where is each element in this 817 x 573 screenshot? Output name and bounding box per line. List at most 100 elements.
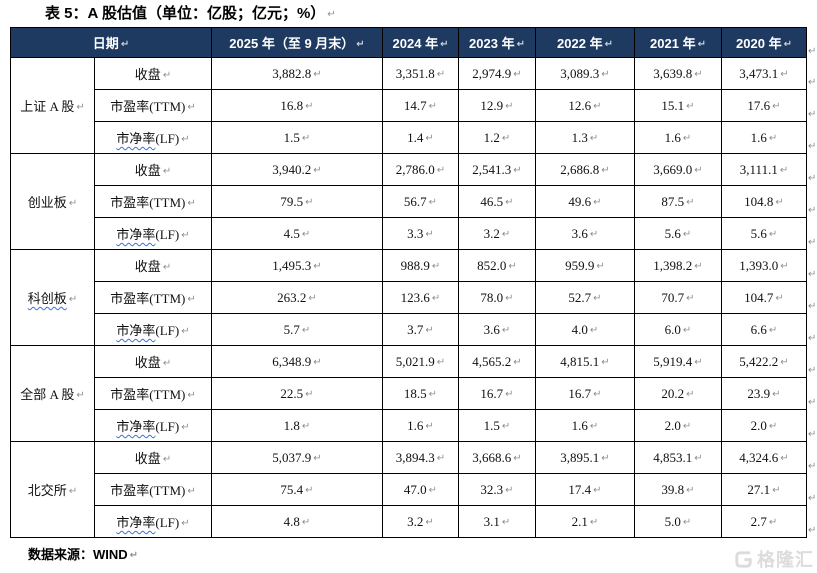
metric-label-cell: 市盈率(TTM) ↵ [94, 377, 212, 410]
cell-value: 87.5 [661, 193, 685, 209]
value-cell: 1.5 ↵ [458, 409, 536, 442]
paragraph-mark: ↵ [301, 228, 311, 240]
paragraph-mark: ↵ [187, 102, 196, 113]
cell-value: 1.6 [407, 417, 424, 433]
paragraph-mark: ↵ [505, 292, 514, 304]
value-cell: 15.1 ↵ [634, 89, 722, 122]
paragraph-mark: ↵ [162, 454, 172, 465]
metric-label-cell: 收盘 ↵ [94, 57, 212, 90]
cell-value: 3.7 [407, 321, 424, 337]
value-cell: 14.7 ↵ [382, 89, 459, 122]
paragraph-mark: ↵ [686, 196, 695, 208]
cell-value: 3,473.1 [739, 65, 779, 81]
cell-value: 3.2 [407, 513, 424, 529]
paragraph-mark: ↵ [697, 39, 706, 50]
paragraph-mark: ↵ [508, 260, 517, 272]
cell-value: 3,895.1 [560, 449, 600, 465]
cell-value: 5.0 [664, 513, 681, 529]
paragraph-mark: ↵ [694, 68, 703, 80]
paragraph-mark: ↵ [313, 452, 322, 464]
group-label-cell: 北交所 ↵ [10, 441, 95, 538]
value-cell: 16.8 ↵ [211, 89, 383, 122]
cell-value: 2,974.9 [472, 65, 512, 81]
paragraph-mark: ↵ [593, 292, 602, 304]
cell-value: 1,495.3 [272, 257, 312, 273]
cell-value: 6.6 [750, 321, 767, 337]
header-year-label: 2023 年 [469, 36, 515, 51]
paragraph-mark: ↵ [76, 102, 85, 113]
cell-value: 23.9 [747, 385, 771, 401]
paragraph-mark: ↵ [431, 292, 441, 304]
paragraph-mark: ↵ [686, 100, 695, 112]
metric-label: 市盈率(TTM) [110, 195, 186, 210]
cell-value: 12.9 [480, 97, 504, 113]
paragraph-mark: ↵ [301, 516, 311, 528]
value-cell: 87.5 ↵ [634, 185, 722, 218]
paragraph-mark: ↵ [181, 326, 190, 337]
paragraph-mark: ↵ [601, 68, 610, 80]
value-cell: 3.6 ↵ [458, 313, 536, 346]
paragraph-mark: ↵ [772, 484, 781, 496]
paragraph-mark: ↵ [686, 388, 695, 400]
cell-value: 3,940.2 [272, 161, 312, 177]
cell-value: 5,422.2 [739, 353, 779, 369]
paragraph-mark: ↵ [775, 196, 784, 208]
paragraph-mark: ↵ [431, 260, 441, 272]
value-cell: 1.6 ↵ [721, 121, 807, 154]
paragraph-mark: ↵ [768, 420, 778, 432]
paragraph-mark: ↵ [187, 198, 196, 209]
table-title: 表 5：A 股估值（单位：亿股；亿元；%） [45, 5, 326, 22]
cell-value: 852.0 [477, 257, 507, 273]
paragraph-mark: ↵ [682, 420, 692, 432]
value-cell: 4.5 ↵ [211, 217, 383, 250]
paragraph-mark: ↵ [780, 68, 789, 80]
value-cell: 2,786.0 ↵ [382, 153, 459, 186]
value-cell: 3,111.1 ↵ [721, 153, 807, 186]
value-cell: 32.3 ↵ [458, 473, 536, 506]
cell-value: 5,037.9 [272, 449, 312, 465]
paragraph-mark: ↵ [513, 452, 522, 464]
row-end-mark: ↵ [808, 204, 817, 216]
value-cell: 5,422.2 ↵ [721, 345, 807, 378]
value-cell: 1,393.0 ↵ [721, 249, 807, 282]
header-cell-year-3: 2022 年 ↵ [535, 27, 635, 58]
row-end-mark: ↵ [808, 428, 817, 440]
paragraph-mark: ↵ [783, 39, 792, 50]
paragraph-mark: ↵ [301, 132, 311, 144]
cell-value: 3.3 [407, 225, 424, 241]
row-end-mark: ↵ [808, 460, 817, 472]
group-label-cell: 创业板 ↵ [10, 153, 95, 250]
group-label: 全部 A 股 [20, 387, 75, 402]
cell-value: 4,853.1 [653, 449, 693, 465]
paragraph-mark: ↵ [301, 420, 311, 432]
paragraph-mark: ↵ [772, 100, 781, 112]
cell-value: 3,351.8 [395, 65, 435, 81]
header-year-label: 2020 年 [736, 36, 782, 51]
data-source-note: 数据来源：WIND ↵ [28, 544, 817, 563]
row-end-mark: ↵ [808, 76, 817, 88]
value-cell: 3,669.0 ↵ [634, 153, 722, 186]
paragraph-mark: ↵ [501, 324, 511, 336]
cell-value: 17.4 [568, 481, 592, 497]
value-cell: 4.8 ↵ [211, 505, 383, 538]
value-cell: 4,853.1 ↵ [634, 441, 722, 474]
paragraph-mark: ↵ [162, 166, 172, 177]
table-row: 市净率(LF) ↵ 1.5 ↵ 1.4 ↵ 1.2 ↵ 1.3 ↵ 1.6 ↵ 1.6 ↵ [11, 121, 807, 154]
paragraph-mark: ↵ [682, 228, 692, 240]
header-year-label: 2022 年 [557, 36, 603, 51]
value-cell: 3,668.6 ↵ [458, 441, 536, 474]
value-cell: 78.0 ↵ [458, 281, 536, 314]
paragraph-mark: ↵ [181, 518, 190, 529]
paragraph-mark: ↵ [601, 356, 610, 368]
metric-label-cell: 收盘 ↵ [94, 153, 212, 186]
cell-value: 5,021.9 [395, 353, 435, 369]
paragraph-mark: ↵ [305, 388, 314, 400]
cell-value: 18.5 [403, 385, 427, 401]
paragraph-mark: ↵ [120, 39, 130, 50]
value-cell: 3.2 ↵ [382, 505, 459, 538]
value-cell: 5.0 ↵ [634, 505, 722, 538]
paragraph-mark: ↵ [780, 260, 789, 272]
paragraph-mark: ↵ [501, 132, 511, 144]
group-label: 科创板 [27, 291, 67, 306]
row-end-mark: ↵ [808, 140, 817, 152]
